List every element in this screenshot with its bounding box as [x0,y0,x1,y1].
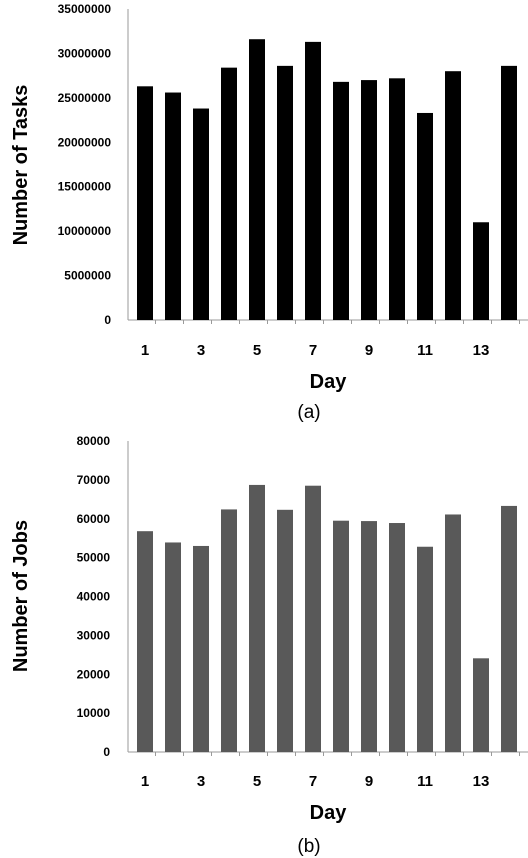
x-tick-label: 9 [365,773,373,790]
x-tick-label: 11 [417,342,433,359]
bar-day-2 [165,542,181,752]
bar-day-3 [193,545,209,752]
bar-day-5 [249,484,265,752]
y-tick-label: 0 [103,745,110,759]
y-axis-label: Number of Tasks [10,85,32,246]
bar-day-2 [165,92,181,320]
y-tick-label: 15000000 [58,180,112,194]
bar-day-12 [445,514,461,752]
bar-day-12 [445,71,461,320]
chart-b-jobs: 0 10000 20000 30000 40000 50000 60000 70000 8000… [10,434,528,857]
x-tick-label: 1 [141,773,149,790]
bar-day-5 [249,39,265,321]
bar-day-8 [333,81,349,320]
x-tick-label: 11 [417,773,433,790]
bar-day-14 [501,65,517,321]
bar-day-7 [305,485,321,752]
y-tick-label: 50000 [77,551,111,565]
y-tick-label: 70000 [77,473,111,487]
bar-day-3 [193,108,209,321]
subfigure-caption: (a) [297,402,320,423]
x-tick-label: 3 [197,773,205,790]
x-tick-label: 5 [253,773,261,790]
y-tick-label: 60000 [77,512,111,526]
bar-day-10 [389,78,405,321]
chart-a-tasks: 0 5000000 10000000 15000000 20000000 25000000… [10,2,528,423]
y-tick-label: 20000000 [58,135,112,149]
x-tick-label: 7 [309,342,317,359]
bar-day-1 [137,531,153,752]
y-tick-label: 25000000 [58,91,112,105]
y-tick-label: 40000 [77,590,111,604]
bar-day-11 [417,112,433,320]
bar-day-13 [473,222,489,320]
y-tick-label: 10000 [77,706,111,720]
y-tick-label: 35000000 [58,2,112,16]
y-tick-label: 10000000 [58,224,112,238]
x-axis-label: Day [310,802,348,824]
bar-day-13 [473,658,489,752]
y-tick-label: 30000000 [58,46,112,60]
bar-day-4 [221,509,237,752]
bar-day-4 [221,67,237,320]
x-tick-label: 3 [197,342,205,359]
x-axis-label: Day [310,371,348,393]
x-tick-label: 1 [141,342,149,359]
x-tick-label: 13 [473,342,490,359]
bar-day-6 [277,509,293,752]
subfigure-caption: (b) [297,836,320,857]
x-tick-label: 7 [309,773,317,790]
y-axis-label: Number of Jobs [10,520,32,672]
bar-day-11 [417,546,433,752]
x-tick-label: 13 [473,773,490,790]
x-tick-label: 9 [365,342,373,359]
y-tick-label: 20000 [77,667,111,681]
x-tick-label: 5 [253,342,261,359]
y-tick-label: 30000 [77,628,111,642]
bar-day-9 [361,521,377,752]
bar-day-1 [137,86,153,320]
bar-day-8 [333,520,349,752]
bar-day-9 [361,80,377,320]
y-tick-label: 80000 [77,434,111,448]
bar-day-10 [389,523,405,752]
bar-day-14 [501,505,517,752]
bar-day-6 [277,65,293,321]
y-tick-label: 0 [104,313,111,327]
bar-day-7 [305,41,321,321]
y-tick-label: 5000000 [64,269,111,283]
